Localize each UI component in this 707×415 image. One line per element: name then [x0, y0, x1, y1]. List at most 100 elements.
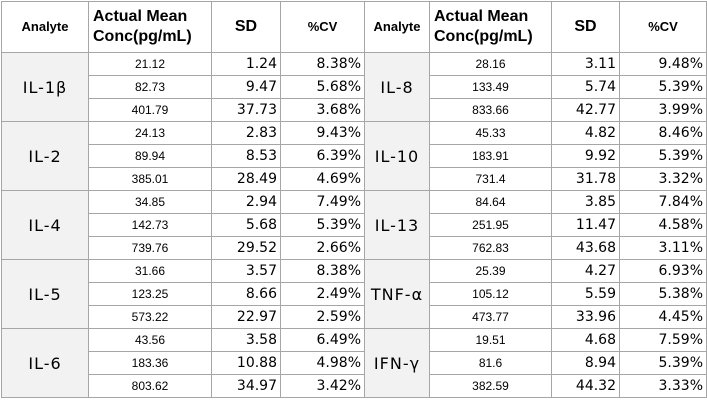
cv-cell: 2.49%	[280, 282, 365, 306]
cv-cell: 5.39%	[619, 144, 707, 168]
cv-cell: 3.42%	[280, 374, 365, 398]
mean-conc-cell: 105.12	[429, 282, 552, 306]
cv-cell: 3.68%	[280, 98, 365, 122]
table-row: 82.73 9.47 5.68% 133.49 5.74 5.39%	[2, 75, 707, 99]
sd-cell: 10.88	[211, 351, 281, 375]
sd-cell: 3.58	[211, 328, 281, 352]
cv-cell: 8.38%	[280, 259, 365, 283]
analyte-cell: IL-6	[1, 328, 89, 398]
sd-cell: 4.27	[551, 259, 620, 283]
mean-conc-cell: 833.66	[429, 98, 552, 122]
sd-cell: 3.57	[211, 259, 281, 283]
mean-conc-cell: 401.79	[88, 98, 212, 122]
mean-conc-cell: 739.76	[88, 236, 212, 260]
table-row: IL-6 43.56 3.58 6.49% IFN-γ 19.51 4.68 7.59%	[1, 328, 707, 398]
table-row: IL-1β 21.12 1.24 8.38% IL-8 28.16 3.11 9.48%	[1, 52, 707, 122]
cv-cell: 5.39%	[619, 351, 707, 375]
sd-cell: 3.85	[551, 190, 620, 214]
table-row: IL-2 24.13 2.83 9.43% IL-10 45.33 4.82 8.46%	[1, 121, 707, 191]
mean-conc-cell: 385.01	[88, 167, 212, 191]
mean-conc-cell: 803.62	[88, 374, 212, 398]
cv-cell: 8.38%	[280, 52, 365, 76]
conc-header-left: Actual Mean Conc(pg/mL)	[88, 1, 212, 53]
mean-conc-cell: 473.77	[429, 305, 552, 329]
header-row: Analyte Actual Mean Conc(pg/mL) SD %CV An…	[1, 1, 707, 53]
sd-cell: 3.11	[551, 52, 620, 76]
sd-cell: 29.52	[211, 236, 281, 260]
table-row: 89.94 8.53 6.39% 183.91 9.92 5.39%	[2, 144, 707, 168]
sd-header-right: SD	[551, 1, 620, 53]
analyte-header-right: Analyte	[364, 1, 430, 53]
sd-cell: 1.24	[211, 52, 281, 76]
sd-cell: 2.94	[211, 190, 281, 214]
cv-cell: 6.49%	[280, 328, 365, 352]
mean-conc-cell: 34.85	[88, 190, 212, 214]
conc-header-line1: Actual Mean	[93, 8, 188, 25]
analyte-cell: IL-4	[1, 190, 89, 260]
cv-cell: 3.99%	[619, 98, 707, 122]
table-row: 739.76 29.52 2.66% 762.83 43.68 3.11%	[2, 236, 707, 260]
cv-cell: 2.59%	[280, 305, 365, 329]
analyte-cell: IL-2	[1, 121, 89, 191]
mean-conc-cell: 81.6	[429, 351, 552, 375]
sd-cell: 33.96	[551, 305, 620, 329]
mean-conc-cell: 573.22	[88, 305, 212, 329]
sd-cell: 2.83	[211, 121, 281, 145]
sd-cell: 8.94	[551, 351, 620, 375]
mean-conc-cell: 183.91	[429, 144, 552, 168]
mean-conc-cell: 25.39	[429, 259, 552, 283]
mean-conc-cell: 43.56	[88, 328, 212, 352]
sd-cell: 22.97	[211, 305, 281, 329]
cv-cell: 7.49%	[280, 190, 365, 214]
mean-conc-cell: 21.12	[88, 52, 212, 76]
analyte-cell: IL-13	[364, 190, 430, 260]
table-row: IL-5 31.66 3.57 8.38% TNF-α 25.39 4.27 6.93%	[1, 259, 707, 329]
sd-cell: 42.77	[551, 98, 620, 122]
sd-cell: 8.66	[211, 282, 281, 306]
table-row: 123.25 8.66 2.49% 105.12 5.59 5.38%	[2, 282, 707, 306]
sd-cell: 9.47	[211, 75, 281, 99]
sd-cell: 11.47	[551, 213, 620, 237]
cv-cell: 3.11%	[619, 236, 707, 260]
mean-conc-cell: 731.4	[429, 167, 552, 191]
mean-conc-cell: 183.36	[88, 351, 212, 375]
sd-cell: 4.68	[551, 328, 620, 352]
sd-cell: 28.49	[211, 167, 281, 191]
cv-cell: 4.45%	[619, 305, 707, 329]
cv-cell: 7.59%	[619, 328, 707, 352]
table-row: 142.73 5.68 5.39% 251.95 11.47 4.58%	[2, 213, 707, 237]
mean-conc-cell: 28.16	[429, 52, 552, 76]
table-row: 401.79 37.73 3.68% 833.66 42.77 3.99%	[2, 98, 707, 122]
cv-cell: 6.39%	[280, 144, 365, 168]
mean-conc-cell: 24.13	[88, 121, 212, 145]
cv-cell: 5.39%	[280, 213, 365, 237]
cv-cell: 6.93%	[619, 259, 707, 283]
mean-conc-cell: 31.66	[88, 259, 212, 283]
cv-cell: 4.69%	[280, 167, 365, 191]
cv-cell: 4.58%	[619, 213, 707, 237]
table-row: 573.22 22.97 2.59% 473.77 33.96 4.45%	[2, 305, 707, 329]
mean-conc-cell: 89.94	[88, 144, 212, 168]
mean-conc-cell: 382.59	[429, 374, 552, 398]
cv-header-right: %CV	[619, 1, 707, 53]
cv-cell: 3.33%	[619, 374, 707, 398]
mean-conc-cell: 251.95	[429, 213, 552, 237]
conc-header-line2: Conc(pg/mL)	[434, 28, 533, 45]
sd-cell: 5.68	[211, 213, 281, 237]
mean-conc-cell: 762.83	[429, 236, 552, 260]
analyte-cell: IFN-γ	[364, 328, 430, 398]
mean-conc-cell: 82.73	[88, 75, 212, 99]
sd-cell: 43.68	[551, 236, 620, 260]
sd-cell: 37.73	[211, 98, 281, 122]
table-row: IL-4 34.85 2.94 7.49% IL-13 84.64 3.85 7.84%	[1, 190, 707, 260]
sd-cell: 34.97	[211, 374, 281, 398]
cv-header-left: %CV	[280, 1, 365, 53]
mean-conc-cell: 133.49	[429, 75, 552, 99]
sd-cell: 4.82	[551, 121, 620, 145]
cv-cell: 3.32%	[619, 167, 707, 191]
analyte-cell: IL-5	[1, 259, 89, 329]
sd-cell: 8.53	[211, 144, 281, 168]
mean-conc-cell: 84.64	[429, 190, 552, 214]
mean-conc-cell: 19.51	[429, 328, 552, 352]
analyte-cell: TNF-α	[364, 259, 430, 329]
